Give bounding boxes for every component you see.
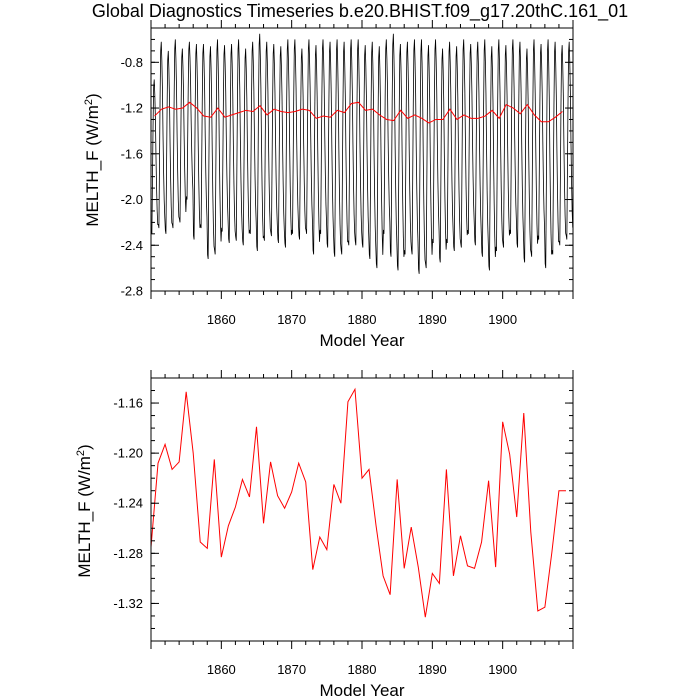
bottom-y-axis-label: MELTH_F (W/m2) bbox=[75, 444, 94, 577]
top-plot-frame bbox=[150, 27, 574, 292]
chart-title: Global Diagnostics Timeseries b.e20.BHIS… bbox=[92, 1, 628, 22]
bottom-ytick-label: -1.20 bbox=[113, 446, 143, 461]
bottom-ytick-label: -1.32 bbox=[113, 596, 143, 611]
top-ytick-label: -2.4 bbox=[121, 238, 143, 253]
bottom-ytick-label: -1.24 bbox=[113, 496, 143, 511]
top-y-tick-labels: -0.8 -1.2 -1.6 -2.0 -2.4 -2.8 bbox=[121, 55, 143, 299]
bottom-ytick-label: -1.16 bbox=[113, 396, 143, 411]
top-xtick-label: 1870 bbox=[277, 312, 306, 327]
top-y-axis-label-sup: 2 bbox=[83, 99, 95, 105]
top-series-annual-line bbox=[154, 101, 563, 124]
top-y-axis-label-close: ) bbox=[83, 93, 102, 99]
bottom-ytick-label: -1.28 bbox=[113, 546, 143, 561]
bottom-series-line bbox=[150, 387, 566, 618]
top-series-monthly-line bbox=[150, 33, 574, 274]
bottom-xtick-label: 1870 bbox=[277, 662, 306, 677]
top-panel: -0.8 -1.2 -1.6 -2.0 -2.4 -2.8 1860 1870 1880 189… bbox=[83, 20, 574, 350]
top-ytick-label: -2.8 bbox=[121, 284, 143, 299]
bottom-y-axis-label-main: MELTH_F (W/m bbox=[75, 456, 94, 578]
bottom-xtick-label: 1860 bbox=[207, 662, 236, 677]
bottom-xtick-label: 1880 bbox=[348, 662, 377, 677]
bottom-y-axis-label-close: ) bbox=[75, 444, 94, 450]
top-y-axis-label: MELTH_F (W/m2) bbox=[83, 93, 102, 226]
bottom-y-tick-labels: -1.16 -1.20 -1.24 -1.28 -1.32 bbox=[113, 396, 143, 611]
top-ytick-label: -1.6 bbox=[121, 146, 143, 161]
bottom-x-tick-labels: 1860 1870 1880 1890 1900 bbox=[207, 662, 517, 677]
top-x-tick-labels: 1860 1870 1880 1890 1900 bbox=[207, 312, 517, 327]
bottom-plot-frame bbox=[150, 377, 574, 642]
bottom-xtick-label: 1890 bbox=[418, 662, 447, 677]
bottom-tick-marks bbox=[150, 370, 574, 649]
bottom-x-axis-label: Model Year bbox=[319, 681, 404, 700]
bottom-panel: -1.16-1.20-1.24-1.28-1.32 1860 1870 1880 18… bbox=[75, 370, 574, 700]
top-series-group bbox=[150, 33, 574, 274]
bottom-series-group bbox=[150, 387, 566, 618]
bottom-y-axis-label-sup: 2 bbox=[75, 450, 87, 456]
bottom-xtick-label: 1900 bbox=[488, 662, 517, 677]
top-tick-marks bbox=[150, 20, 574, 299]
top-x-axis-label: Model Year bbox=[319, 331, 404, 350]
top-xtick-label: 1880 bbox=[348, 312, 377, 327]
top-y-axis-label-main: MELTH_F (W/m bbox=[83, 105, 102, 227]
top-ytick-label: -0.8 bbox=[121, 55, 143, 70]
top-xtick-label: 1890 bbox=[418, 312, 447, 327]
top-ytick-label: -1.2 bbox=[121, 101, 143, 116]
top-xtick-label: 1860 bbox=[207, 312, 236, 327]
top-xtick-label: 1900 bbox=[488, 312, 517, 327]
top-ytick-label: -2.0 bbox=[121, 192, 143, 207]
